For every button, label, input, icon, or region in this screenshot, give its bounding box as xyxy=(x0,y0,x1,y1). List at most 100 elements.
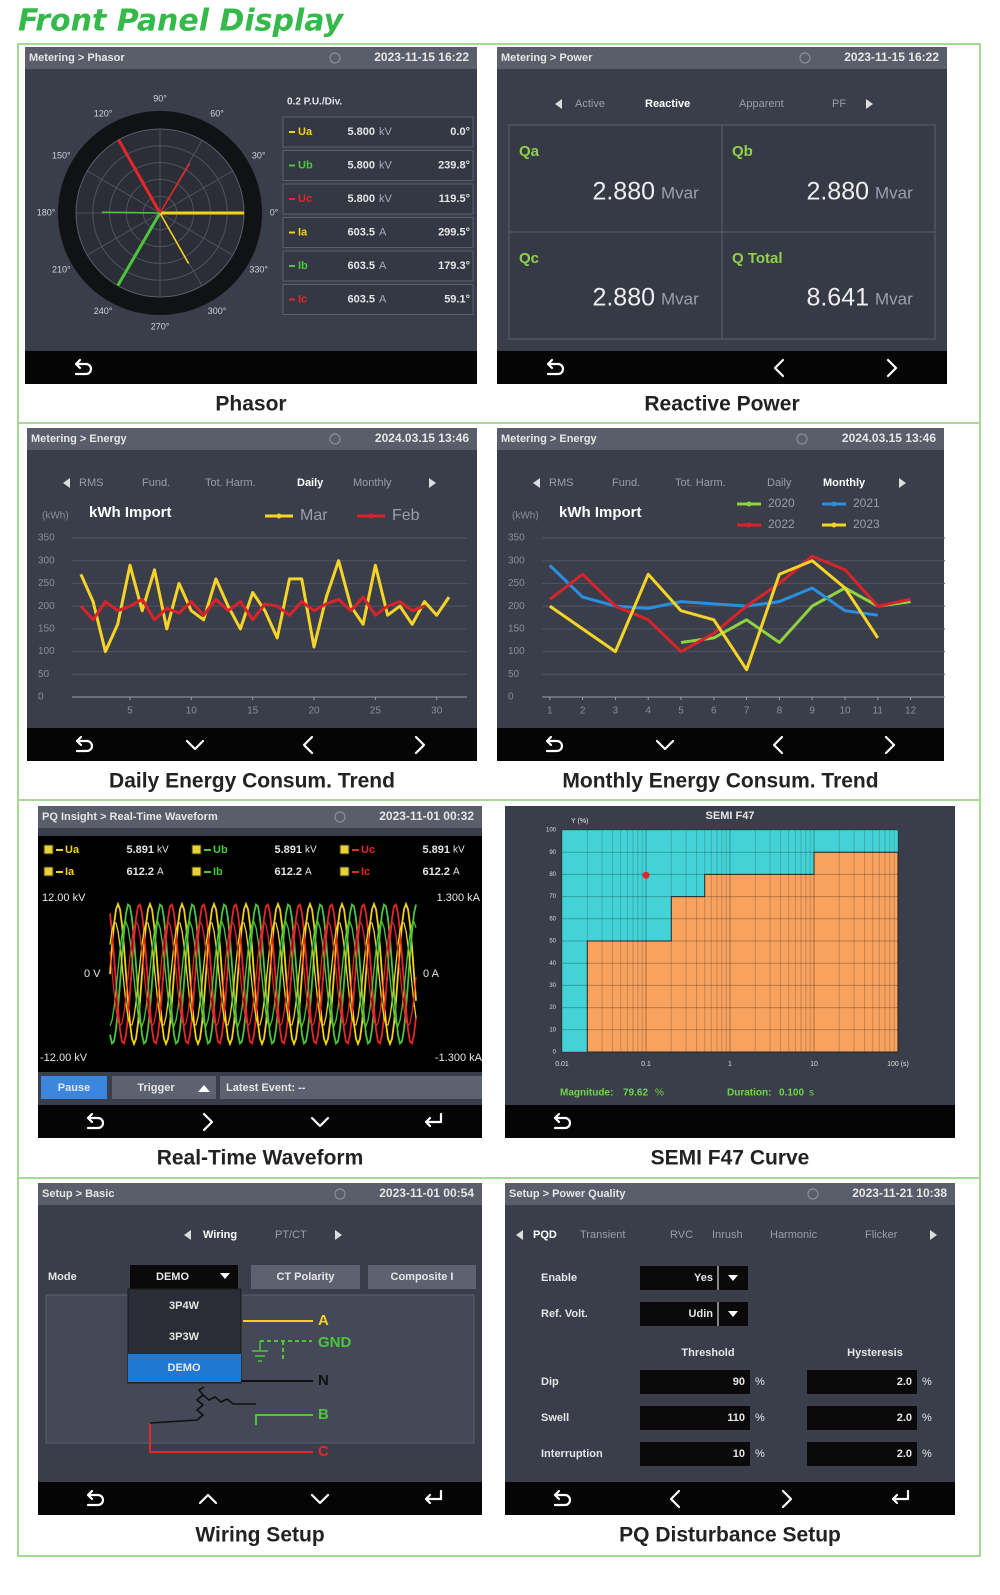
tab[interactable]: Wiring xyxy=(203,1229,237,1241)
channel-checkbox[interactable] xyxy=(339,866,350,877)
button[interactable] xyxy=(112,1076,216,1099)
tab[interactable]: Reactive xyxy=(645,98,690,110)
nav-left[interactable] xyxy=(302,735,314,755)
caption: Daily Energy Consum. Trend xyxy=(109,770,395,793)
tab[interactable]: Tot. Harm. xyxy=(675,477,726,489)
tab-prev[interactable] xyxy=(63,478,70,488)
channel-checkbox[interactable] xyxy=(339,844,350,855)
nav-down[interactable] xyxy=(185,739,205,751)
series-line xyxy=(79,559,451,654)
nav-enter[interactable] xyxy=(424,1112,443,1128)
terminal-label: A xyxy=(318,1312,329,1329)
nav-back[interactable] xyxy=(86,1112,105,1130)
tab[interactable]: Daily xyxy=(767,477,792,489)
tab-prev[interactable] xyxy=(516,1230,523,1240)
tab-next[interactable] xyxy=(866,99,873,109)
tab-next[interactable] xyxy=(899,478,906,488)
y-tick-label: 150 xyxy=(508,623,525,634)
nav-left[interactable] xyxy=(772,735,784,755)
nav-back[interactable] xyxy=(545,735,564,753)
dropdown-option[interactable]: DEMO xyxy=(168,1362,201,1374)
nav-left[interactable] xyxy=(669,1489,681,1509)
dropdown[interactable] xyxy=(640,1266,748,1290)
cell-label: Qc xyxy=(519,250,539,267)
button[interactable] xyxy=(41,1076,107,1099)
button[interactable] xyxy=(220,1076,482,1099)
tab-prev[interactable] xyxy=(533,478,540,488)
nav-up[interactable] xyxy=(198,1493,218,1505)
nav-right[interactable] xyxy=(202,1112,214,1132)
input-box[interactable] xyxy=(807,1406,917,1430)
tab[interactable]: Transient xyxy=(580,1229,625,1241)
dropdown-option[interactable]: 3P4W xyxy=(169,1300,200,1312)
x-tick-label: 100 (s) xyxy=(887,1061,909,1068)
tab[interactable]: Fund. xyxy=(612,477,640,489)
channel-checkbox[interactable] xyxy=(43,844,54,855)
tab[interactable]: Tot. Harm. xyxy=(205,477,256,489)
tab[interactable]: Apparent xyxy=(739,98,784,110)
input-box[interactable] xyxy=(807,1442,917,1466)
tab[interactable]: Fund. xyxy=(142,477,170,489)
tab[interactable]: PT/CT xyxy=(275,1229,307,1241)
tab[interactable]: PQD xyxy=(533,1229,557,1241)
nav-back[interactable] xyxy=(553,1489,572,1507)
tab[interactable]: RMS xyxy=(549,477,573,489)
tab[interactable]: Active xyxy=(575,98,605,110)
button[interactable] xyxy=(368,1265,476,1289)
tab[interactable]: Harmonic xyxy=(770,1229,818,1241)
nav-enter[interactable] xyxy=(891,1489,910,1505)
input-box[interactable] xyxy=(807,1370,917,1394)
angle-label: 60° xyxy=(210,109,224,119)
nav-bar xyxy=(27,728,477,761)
nav-right[interactable] xyxy=(781,1489,793,1509)
tab[interactable]: RMS xyxy=(79,477,103,489)
x-tick-label: 8 xyxy=(777,706,783,717)
nav-down[interactable] xyxy=(310,1116,330,1128)
phasor xyxy=(117,139,162,214)
column-header: Threshold xyxy=(681,1347,734,1359)
tab[interactable]: RVC xyxy=(670,1229,693,1241)
tab-next[interactable] xyxy=(429,478,436,488)
input-box[interactable] xyxy=(640,1442,750,1466)
channel-checkbox[interactable] xyxy=(191,844,202,855)
dropdown[interactable] xyxy=(640,1302,748,1326)
nav-right[interactable] xyxy=(884,735,896,755)
nav-enter[interactable] xyxy=(424,1489,443,1505)
tab[interactable]: Monthly xyxy=(353,477,392,489)
nav-back[interactable] xyxy=(75,735,94,753)
input-box[interactable] xyxy=(640,1406,750,1430)
tab-next[interactable] xyxy=(930,1230,937,1240)
tab[interactable]: Daily xyxy=(297,477,324,489)
tab[interactable]: Monthly xyxy=(823,477,866,489)
tab-next[interactable] xyxy=(335,1230,342,1240)
tab-prev[interactable] xyxy=(184,1230,191,1240)
nav-down[interactable] xyxy=(310,1493,330,1505)
nav-back[interactable] xyxy=(553,1112,572,1130)
phasor xyxy=(116,212,162,287)
caption: Reactive Power xyxy=(644,393,799,416)
nav-down[interactable] xyxy=(655,739,675,751)
nav-right[interactable] xyxy=(414,735,426,755)
axis-label: -12.00 kV xyxy=(40,1052,88,1064)
nav-right[interactable] xyxy=(886,358,898,378)
magnitude: 603.5 xyxy=(347,260,375,272)
tab-prev[interactable] xyxy=(555,99,562,109)
dropdown[interactable] xyxy=(130,1265,238,1289)
y-tick-label: 350 xyxy=(508,533,525,544)
y-tick-label: 250 xyxy=(508,578,525,589)
nav-back[interactable] xyxy=(74,358,93,376)
angle-label: 90° xyxy=(153,93,167,103)
button[interactable] xyxy=(251,1265,360,1289)
channel-checkbox[interactable] xyxy=(191,866,202,877)
nav-back[interactable] xyxy=(546,358,565,376)
button-label: Trigger xyxy=(137,1082,175,1094)
tab[interactable]: PF xyxy=(832,98,846,110)
tab[interactable]: Inrush xyxy=(712,1229,743,1241)
channel-checkbox[interactable] xyxy=(43,866,54,877)
angle-label: 30° xyxy=(252,150,266,160)
tab[interactable]: Flicker xyxy=(865,1229,898,1241)
input-box[interactable] xyxy=(640,1370,750,1394)
nav-back[interactable] xyxy=(86,1489,105,1507)
nav-left[interactable] xyxy=(773,358,785,378)
dropdown-option[interactable]: 3P3W xyxy=(169,1331,200,1343)
